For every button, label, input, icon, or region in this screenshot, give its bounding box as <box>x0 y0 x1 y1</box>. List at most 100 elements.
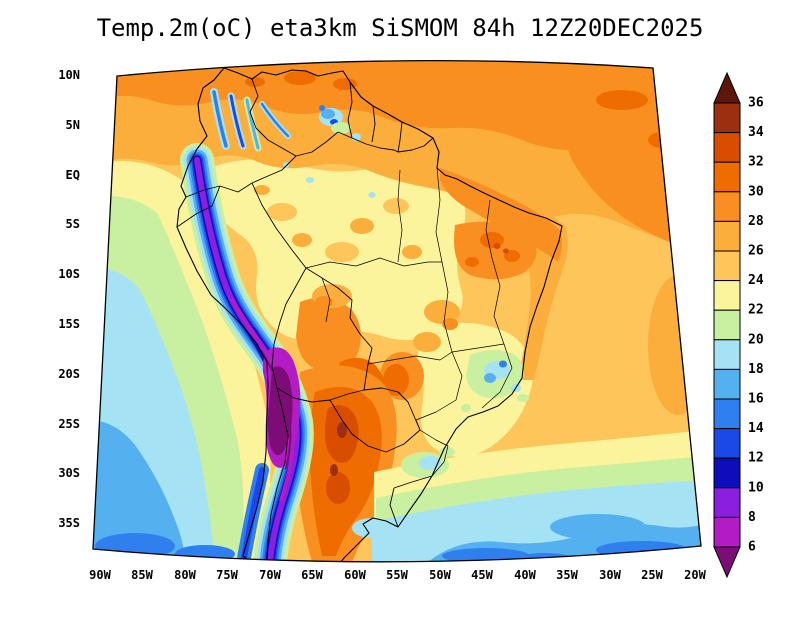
temp-region <box>331 122 351 134</box>
colorbar-tick-label: 18 <box>748 362 764 377</box>
lat-tick-label: EQ <box>65 168 80 182</box>
temp-region <box>315 296 333 308</box>
temp-region <box>442 548 530 562</box>
temp-region <box>461 404 471 412</box>
temp-region <box>493 243 501 249</box>
temp-region <box>442 318 458 330</box>
colorbar-tick-label: 36 <box>748 96 764 111</box>
colorbar-band <box>713 516 741 548</box>
colorbar-tick-label: 26 <box>748 244 764 259</box>
colorbar-tick-label: 32 <box>748 155 764 170</box>
lon-tick-label: 35W <box>556 568 578 582</box>
lon-tick-label: 65W <box>301 568 323 582</box>
colorbar-tick-label: 14 <box>748 421 764 436</box>
lat-tick-label: 10S <box>58 267 80 281</box>
lon-tick-label: 85W <box>131 568 153 582</box>
state-borders <box>305 167 513 477</box>
temp-region <box>387 496 415 514</box>
colorbar-band <box>713 280 741 311</box>
temp-region <box>229 94 245 148</box>
colorbar-band <box>713 132 741 163</box>
andes-cold-band <box>261 351 292 469</box>
colorbar-band <box>713 220 741 252</box>
colorbar-band <box>713 191 741 222</box>
temp-region <box>402 245 422 259</box>
lon-tick-label: 25W <box>641 568 663 582</box>
colorbar-band <box>713 428 741 459</box>
temp-region <box>504 250 520 262</box>
temp-region <box>296 297 361 372</box>
temp-region <box>383 364 409 396</box>
temp-region <box>326 472 350 504</box>
lat-tick-label: 10N <box>58 68 80 82</box>
lon-tick-label: 60W <box>344 568 366 582</box>
temp-region <box>352 518 392 538</box>
temp-region <box>245 98 260 150</box>
colorbar-band <box>713 368 741 400</box>
colorbar-band <box>713 398 741 430</box>
lat-tick-label: 35S <box>58 516 80 530</box>
temp-region <box>499 360 507 368</box>
lon-tick-label: 75W <box>216 568 238 582</box>
temp-region <box>284 71 316 85</box>
lat-tick-label: 30S <box>58 466 80 480</box>
colorbar-tick-label: 6 <box>748 540 756 555</box>
lon-tick-label: 55W <box>386 568 408 582</box>
temp-region <box>550 514 646 540</box>
colorbar-tick-label: 30 <box>748 184 764 199</box>
lat-tick-label: 15S <box>58 317 80 331</box>
temp-region <box>350 218 374 234</box>
country-borders <box>176 78 434 562</box>
lon-tick-label: 30W <box>599 568 621 582</box>
colorbar: 36 34 32 30 28 26 24 22 20 18 16 14 12 1… <box>713 71 764 579</box>
temp-region <box>503 248 509 254</box>
colorbar-tick-label: 12 <box>748 451 764 466</box>
lat-tick-label: 5S <box>65 217 80 231</box>
temp-region <box>175 545 235 562</box>
temp-region <box>283 162 289 168</box>
colorbar-arrow-below-min <box>713 546 741 579</box>
colorbar-tick-label: 28 <box>748 214 764 229</box>
temp-region <box>515 553 575 562</box>
temp-region <box>321 109 335 119</box>
colorbar-tick-label: 22 <box>748 303 764 318</box>
colorbar-tick-label: 16 <box>748 392 764 407</box>
temp-region <box>325 242 359 262</box>
temp-region <box>596 541 688 559</box>
temp-region <box>596 90 648 110</box>
temp-region <box>212 90 228 148</box>
temp-region <box>424 300 460 324</box>
temp-region <box>648 275 701 415</box>
temp-region <box>241 467 265 561</box>
temp-region <box>439 447 455 457</box>
colorbar-tick-label: 24 <box>748 273 764 288</box>
colorbar-tick-label: 34 <box>748 125 764 140</box>
lat-tick-label: 20S <box>58 367 80 381</box>
colorbar-band <box>713 250 741 282</box>
temp-region <box>93 420 185 562</box>
colorbar-arrow-above-max <box>713 71 741 104</box>
lon-tick-label: 50W <box>429 568 451 582</box>
temp-region <box>254 185 270 195</box>
temp-region <box>517 394 529 402</box>
colorbar-band <box>713 102 741 134</box>
domain-boundary <box>92 59 702 563</box>
temp-region <box>267 203 297 221</box>
temp-region <box>419 456 441 470</box>
coastline <box>176 67 563 562</box>
temp-region <box>330 464 338 476</box>
colorbar-tick-label: 10 <box>748 480 764 495</box>
lon-tick-label: 20W <box>684 568 706 582</box>
temp-region <box>306 177 314 183</box>
temp-region <box>484 373 496 383</box>
lon-tick-label: 45W <box>471 568 493 582</box>
colorbar-band <box>713 309 741 341</box>
temp-region <box>368 192 376 198</box>
colorbar-band <box>713 339 741 370</box>
lon-tick-label: 40W <box>514 568 536 582</box>
temp-region <box>319 105 325 111</box>
temp-region <box>260 102 290 138</box>
temp-region <box>337 422 347 438</box>
